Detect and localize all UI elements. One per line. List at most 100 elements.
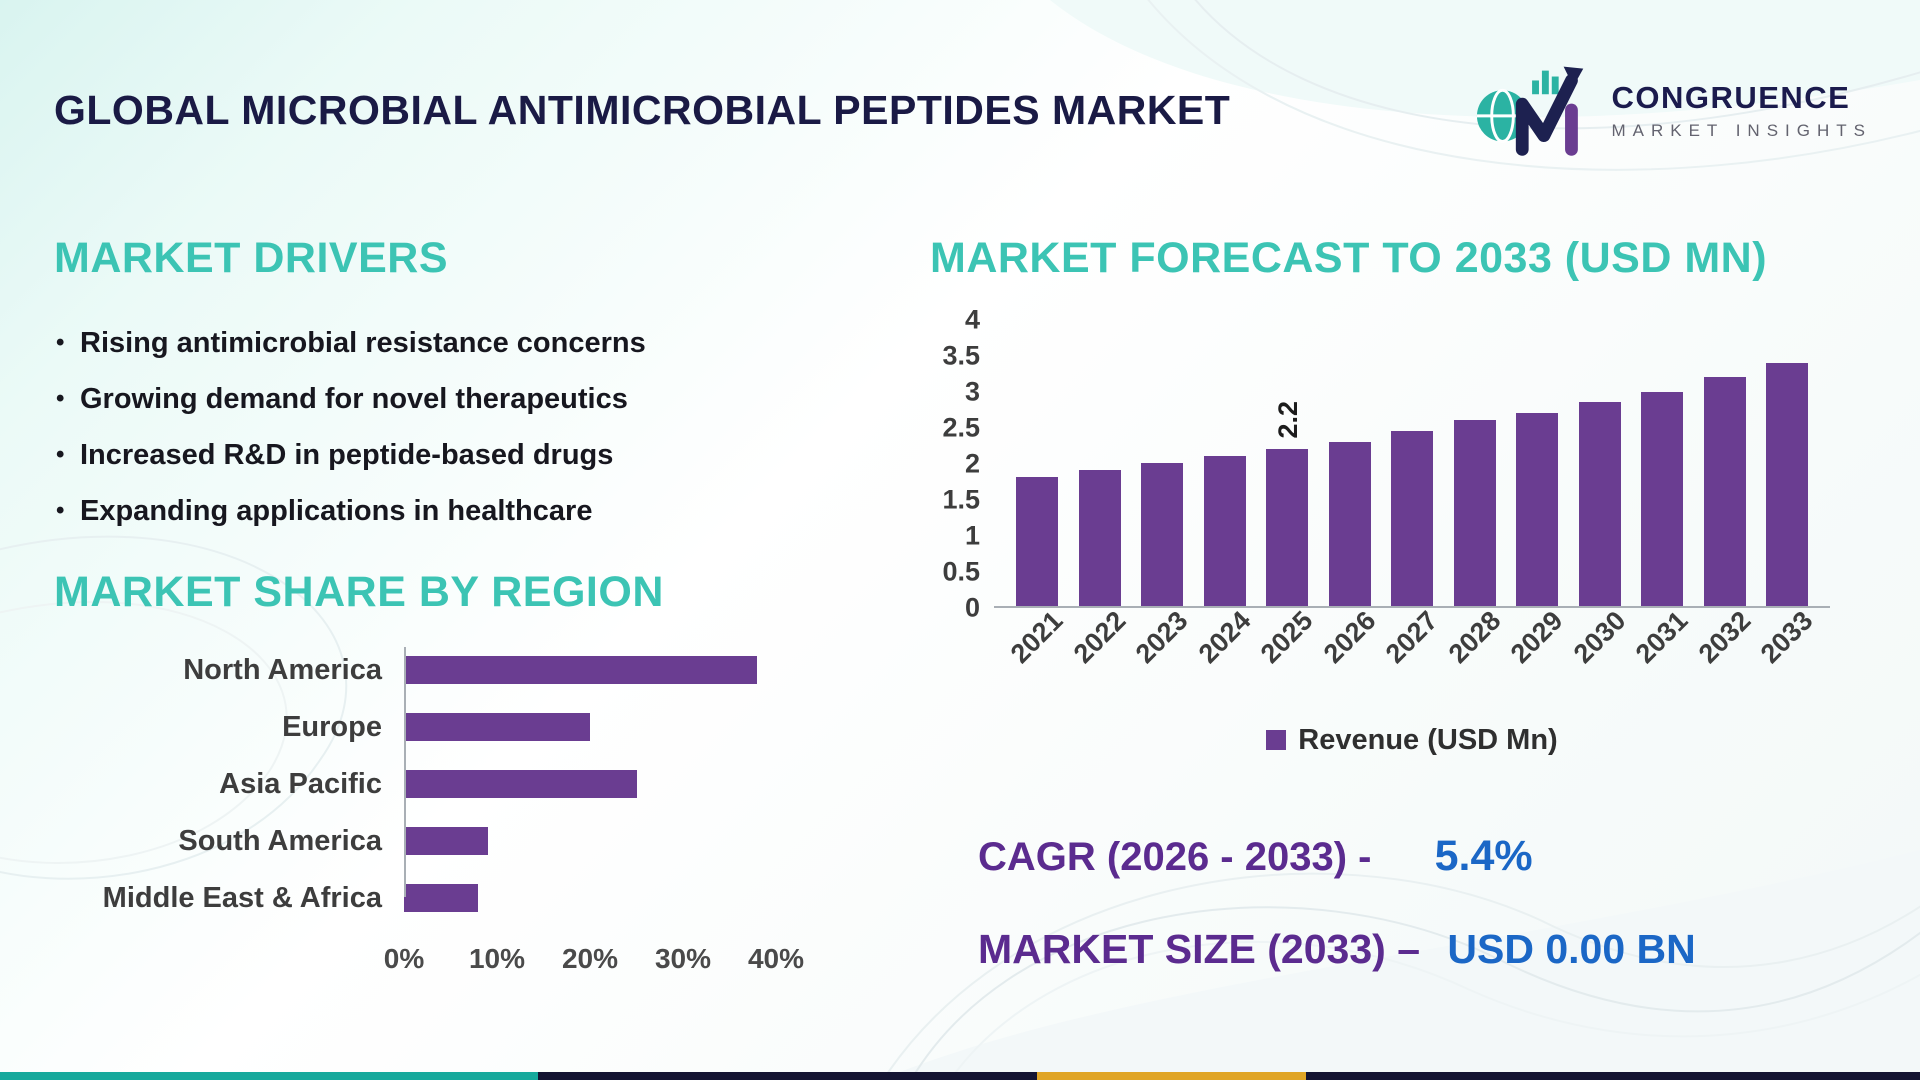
forecast-y-tick: 0.5 bbox=[942, 556, 980, 587]
forecast-y-axis: 4 3.5 3 2.5 2 1.5 1 0.5 0 bbox=[930, 305, 994, 623]
region-axis-tick: 20% bbox=[561, 943, 619, 974]
forecast-x-label: 2023 bbox=[1129, 605, 1194, 669]
forecast-bar bbox=[1266, 448, 1308, 606]
market-size-stat: MARKET SIZE (2033) – USD 0.00 BN bbox=[978, 926, 1696, 973]
forecast-y-tick: 2.5 bbox=[942, 412, 980, 443]
forecast-data-label: 2.2 bbox=[1273, 401, 1303, 439]
region-axis-tick: 40% bbox=[747, 943, 805, 974]
forecast-y-tick: 1 bbox=[964, 520, 980, 551]
legend-swatch bbox=[1266, 730, 1287, 750]
forecast-x-label: 2032 bbox=[1692, 605, 1756, 669]
region-axis-tick: 30% bbox=[654, 943, 712, 974]
region-bar bbox=[404, 713, 590, 741]
forecast-bar bbox=[1641, 391, 1683, 606]
market-driver-item: Growing demand for novel therapeutics bbox=[54, 383, 874, 416]
market-driver-item: Rising antimicrobial resistance concerns bbox=[54, 327, 874, 360]
region-bar bbox=[404, 827, 488, 855]
region-row: Europe bbox=[54, 710, 776, 744]
cagr-stat: CAGR (2026 - 2033) - 5.4% bbox=[978, 832, 1533, 881]
forecast-x-label: 2022 bbox=[1067, 605, 1131, 669]
region-row: North America bbox=[54, 653, 776, 687]
brand-name: CONGRUENCE bbox=[1611, 79, 1851, 115]
legend-label: Revenue (USD Mn) bbox=[1298, 724, 1558, 756]
forecast-x-label: 2026 bbox=[1317, 605, 1381, 669]
market-drivers-section: MARKET DRIVERS Rising antimicrobial resi… bbox=[54, 234, 874, 551]
forecast-bar-cell: 2021 bbox=[1005, 320, 1068, 669]
strip-segment-navy bbox=[537, 1072, 1037, 1080]
region-chart-axis: 0% 10% 20% 30% 40% bbox=[384, 943, 804, 987]
page-title: GLOBAL MICROBIAL ANTIMICROBIAL PEPTIDES … bbox=[54, 86, 1231, 133]
strip-segment-navy-2 bbox=[1305, 1072, 1920, 1080]
forecast-y-tick: 2 bbox=[964, 448, 980, 479]
forecast-bars: 2021 2022 2023 2024 2025 2.2 2026 2027 2028 2029 2… bbox=[994, 320, 1830, 669]
forecast-bar-cell: 2026 bbox=[1317, 320, 1381, 669]
forecast-bar-cell: 2024 bbox=[1192, 320, 1256, 669]
forecast-x-label: 2028 bbox=[1442, 605, 1506, 669]
forecast-bar-cell: 2033 bbox=[1755, 320, 1818, 669]
market-driver-item: Expanding applications in healthcare bbox=[54, 495, 874, 528]
forecast-heading: MARKET FORECAST TO 2033 (USD MN) bbox=[930, 234, 1768, 282]
cagr-label: CAGR (2026 - 2033) - bbox=[978, 835, 1372, 879]
region-chart-rows: North America Europe Asia Pacific South Ame… bbox=[54, 647, 776, 915]
forecast-x-label: 2031 bbox=[1629, 605, 1694, 669]
forecast-y-tick: 1.5 bbox=[942, 484, 980, 515]
forecast-y-tick: 3.5 bbox=[942, 340, 980, 371]
brand-logo-text: CONGRUENCE MARKET INSIGHTS bbox=[1611, 80, 1872, 141]
strip-segment-gold bbox=[1036, 1072, 1306, 1080]
forecast-y-tick: 0 bbox=[964, 592, 980, 623]
forecast-x-label: 2029 bbox=[1504, 605, 1569, 669]
forecast-bar-cell: 2028 bbox=[1442, 320, 1506, 669]
forecast-y-tick: 4 bbox=[964, 304, 980, 335]
region-bar-track bbox=[404, 884, 776, 912]
brand-logo: CONGRUENCE MARKET INSIGHTS bbox=[1473, 58, 1872, 162]
forecast-bar-cell: 2032 bbox=[1692, 320, 1756, 669]
region-axis-tick: 10% bbox=[468, 943, 526, 974]
forecast-bar-cell: 2031 bbox=[1630, 320, 1693, 669]
forecast-x-label: 2021 bbox=[1004, 605, 1069, 669]
forecast-x-label: 2033 bbox=[1754, 605, 1819, 669]
region-chart: North America Europe Asia Pacific South Ame… bbox=[54, 647, 804, 987]
region-row: South America bbox=[54, 824, 776, 858]
forecast-bar-cell: 2027 bbox=[1380, 320, 1443, 669]
market-drivers-list: Rising antimicrobial resistance concerns… bbox=[54, 327, 874, 528]
market-drivers-heading: MARKET DRIVERS bbox=[54, 234, 449, 282]
forecast-bar-cell: 2029 bbox=[1505, 320, 1568, 669]
region-bar-track bbox=[404, 713, 776, 741]
market-driver-item: Increased R&D in peptide-based drugs bbox=[54, 439, 874, 472]
forecast-x-label: 2030 bbox=[1567, 605, 1631, 669]
forecast-bar-cell: 2023 bbox=[1130, 320, 1193, 669]
forecast-bar-cell: 2025 2.2 bbox=[1255, 320, 1319, 669]
brand-logo-icon bbox=[1477, 66, 1584, 156]
market-size-label: MARKET SIZE (2033) – bbox=[978, 926, 1420, 972]
brand-tagline: MARKET INSIGHTS bbox=[1611, 120, 1872, 140]
forecast-bar bbox=[1016, 477, 1058, 606]
forecast-bar bbox=[1453, 420, 1496, 606]
forecast-x-label: 2024 bbox=[1192, 605, 1256, 669]
forecast-bar bbox=[1141, 463, 1183, 606]
forecast-y-tick: 3 bbox=[964, 376, 980, 407]
region-label: South America bbox=[178, 824, 382, 857]
strip-segment-teal bbox=[0, 1072, 538, 1080]
region-bar-track bbox=[404, 770, 776, 798]
region-bar bbox=[404, 656, 758, 684]
bottom-accent-strip bbox=[0, 1072, 1920, 1080]
forecast-bar bbox=[1766, 362, 1808, 606]
region-bar-track bbox=[404, 656, 776, 684]
header: GLOBAL MICROBIAL ANTIMICROBIAL PEPTIDES … bbox=[54, 58, 1872, 162]
forecast-bar bbox=[1578, 402, 1621, 606]
forecast-bar bbox=[1203, 455, 1246, 606]
forecast-bar bbox=[1078, 470, 1121, 606]
region-row: Middle East & Africa bbox=[54, 881, 776, 915]
region-label: Europe bbox=[282, 710, 382, 743]
market-size-value: USD 0.00 BN bbox=[1447, 926, 1696, 972]
region-label: Middle East & Africa bbox=[102, 881, 382, 914]
forecast-x-label: 2025 bbox=[1254, 605, 1319, 669]
cagr-value: 5.4% bbox=[1434, 832, 1533, 880]
region-axis-tick: 0% bbox=[383, 943, 425, 974]
region-bar bbox=[404, 884, 479, 912]
forecast-legend: Revenue (USD Mn) bbox=[994, 724, 1830, 757]
forecast-bar bbox=[1391, 430, 1433, 606]
forecast-bar bbox=[1703, 377, 1746, 606]
market-share-heading: MARKET SHARE BY REGION bbox=[54, 568, 664, 616]
